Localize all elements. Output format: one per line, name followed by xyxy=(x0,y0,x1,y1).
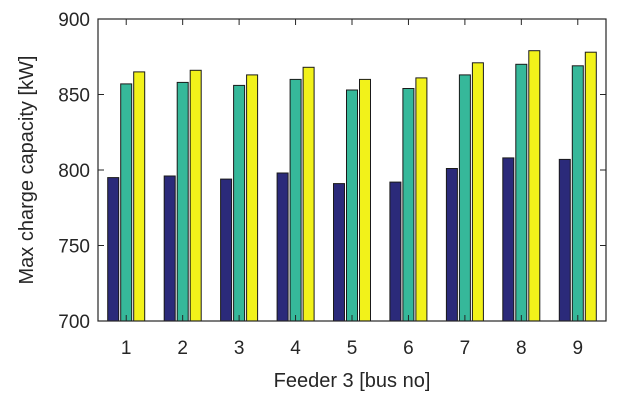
bar-cat5-series3 xyxy=(359,78,371,322)
bar-cat4-series3 xyxy=(302,66,315,322)
bar-cat1-series3 xyxy=(133,71,146,322)
bar-cat6-series3 xyxy=(415,77,428,322)
bar-cat3-series2 xyxy=(233,84,246,322)
bars-group xyxy=(107,50,597,322)
x-tick-label-3: 3 xyxy=(234,338,245,359)
tick-labels-group: 700 750 800 850 900 1 2 3 4 5 6 7 8 9 xyxy=(58,10,583,359)
bar-cat1-series1 xyxy=(107,177,120,322)
bar-cat9-series3 xyxy=(584,51,597,322)
bar-cat3-series1 xyxy=(220,178,233,322)
bar-cat2-series1 xyxy=(163,175,176,322)
bar-cat7-series3 xyxy=(471,62,484,322)
bar-cat1-series2 xyxy=(120,83,133,322)
x-axis-label: Feeder 3 [bus no] xyxy=(274,370,431,392)
bar-cat5-series1 xyxy=(333,183,345,322)
bar-cat7-series2 xyxy=(458,74,471,322)
x-tick-label-9: 9 xyxy=(572,338,583,359)
y-axis-label: Max charge capacity [kW] xyxy=(16,56,38,285)
bar-cat8-series2 xyxy=(515,63,528,322)
y-tick-label-900: 900 xyxy=(58,10,90,31)
bar-cat2-series2 xyxy=(176,81,189,322)
bar-cat9-series1 xyxy=(558,158,571,322)
y-tick-label-700: 700 xyxy=(58,312,90,333)
bar-cat8-series1 xyxy=(502,157,515,322)
bar-cat6-series2 xyxy=(402,88,415,322)
x-tick-label-1: 1 xyxy=(121,338,132,359)
bar-cat9-series2 xyxy=(571,65,584,322)
x-tick-label-6: 6 xyxy=(403,338,414,359)
bar-cat4-series2 xyxy=(289,78,302,322)
y-tick-label-850: 850 xyxy=(58,86,90,107)
x-tick-label-2: 2 xyxy=(177,338,188,359)
y-tick-label-750: 750 xyxy=(58,237,90,258)
x-tick-label-4: 4 xyxy=(290,338,301,359)
bar-cat3-series3 xyxy=(246,74,259,322)
bar-cat6-series1 xyxy=(389,181,402,322)
x-tick-label-7: 7 xyxy=(460,338,471,359)
x-tick-label-8: 8 xyxy=(516,338,527,359)
bar-cat2-series3 xyxy=(189,69,202,322)
bar-cat7-series1 xyxy=(445,168,458,322)
x-tick-label-5: 5 xyxy=(347,338,358,359)
bar-cat4-series1 xyxy=(276,172,289,322)
bar-cat8-series3 xyxy=(528,50,541,322)
y-tick-label-800: 800 xyxy=(58,161,90,182)
axes-group xyxy=(97,18,607,322)
bar-cat5-series2 xyxy=(346,89,358,322)
